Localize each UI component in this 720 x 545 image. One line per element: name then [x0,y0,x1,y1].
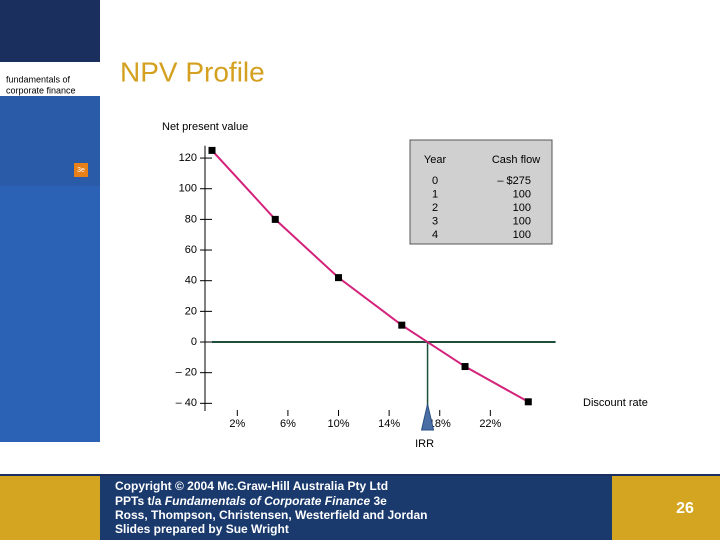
table-cell: 4 [432,229,438,241]
table-cell: – $275 [497,175,531,187]
y-tick-label: 20 [185,305,197,317]
npv-point [524,398,532,406]
table-cell: 100 [513,215,531,227]
y-tick-label: 80 [185,213,197,225]
cover-text: corporate finance [6,85,76,95]
x-tick-label: 6% [280,418,296,430]
table-cell: 100 [513,202,531,214]
y-tick-label: 40 [185,275,197,287]
edition: 3e [77,167,85,174]
table-header: Year [424,154,447,166]
footer-text: Ross, Thompson, Christensen, Westerfield… [115,508,428,522]
table-cell: 100 [513,229,531,241]
x-tick-label: 14% [378,418,400,430]
y-tick-label: 60 [185,244,197,256]
npv-point [335,274,343,282]
footer-text: Copyright © 2004 Mc.Graw-Hill Australia … [115,479,388,493]
footer-text: Slides prepared by Sue Wright [115,522,289,536]
slide-title: NPV Profile [120,56,265,87]
table-cell: 3 [432,215,438,227]
footer-text: PPTs t/a Fundamentals of Corporate Finan… [115,494,387,508]
x-tick-label: 10% [328,418,350,430]
footer-right [612,475,720,540]
x-tick-label: 22% [479,418,501,430]
x-axis-label: Discount rate [583,397,648,409]
y-tick-label: – 40 [176,397,197,409]
footer-text: 3e [370,494,387,508]
npv-line [211,149,529,403]
edition-badge [74,163,88,177]
npv-point [398,321,406,329]
left-top-band [0,0,100,62]
table-cell: 0 [432,175,438,187]
table-cell: 100 [513,188,531,200]
y-axis-label: Net present value [162,121,248,133]
y-tick-label: 120 [179,152,197,164]
footer-text: Fundamentals of Corporate Finance [165,494,371,508]
irr-label: IRR [415,438,434,450]
footer-text: PPTs t/a [115,494,165,508]
cover-text: fundamentals of [6,74,71,84]
x-tick-label: 2% [229,418,245,430]
y-tick-label: 0 [191,336,197,348]
x-tick-label: 18% [429,418,451,430]
npv-point [461,363,469,371]
footer-left [0,475,100,540]
npv-point [271,215,279,223]
npv-point [208,146,216,154]
left-stripe [0,186,100,442]
cash-flow-table [409,139,553,245]
table-header: Cash flow [492,154,540,166]
y-tick-label: 100 [179,183,197,195]
table-cell: 2 [432,202,438,214]
irr-arrow [420,403,435,431]
y-tick-label: – 20 [176,367,197,379]
footer-band [100,475,612,540]
page-number: 26 [676,500,694,517]
table-cell: 1 [432,188,438,200]
